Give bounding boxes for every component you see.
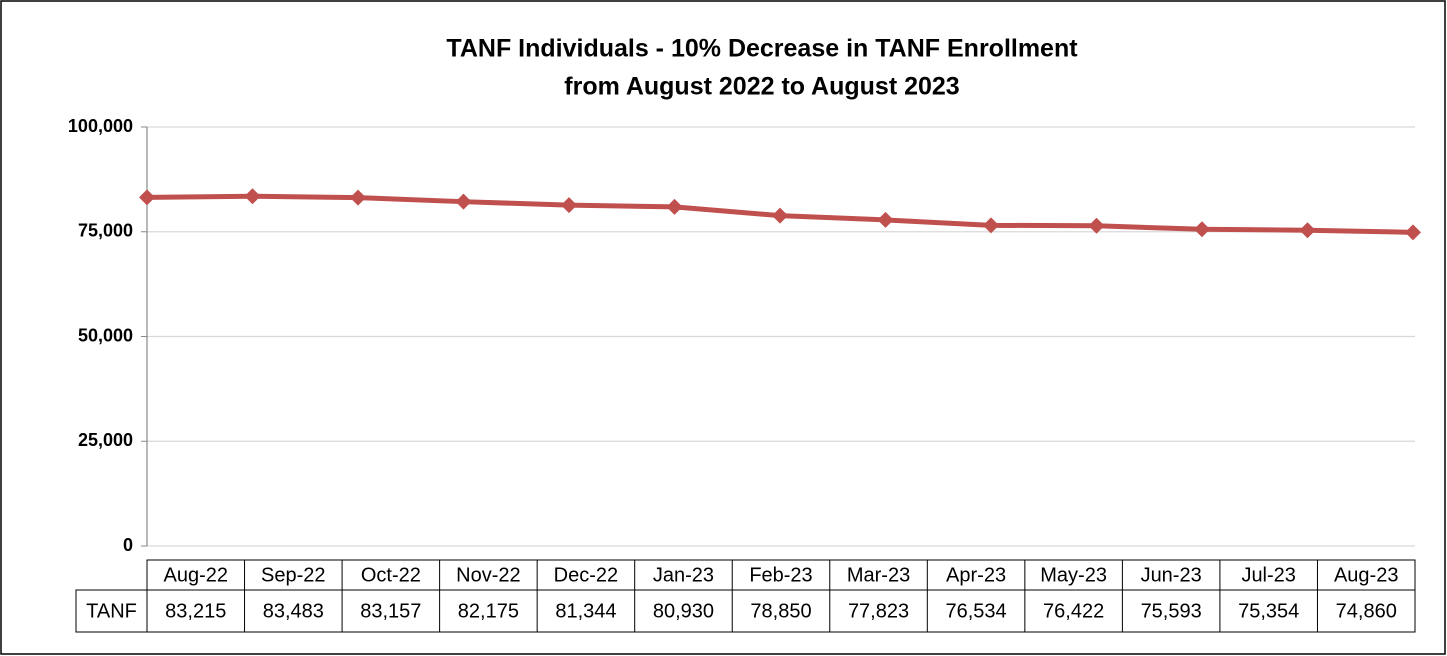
data-label: 75,593 [1141, 600, 1202, 622]
y-tick-label: 100,000 [68, 116, 133, 136]
x-tick-label: Apr-23 [946, 564, 1006, 586]
data-label: 80,930 [653, 600, 714, 622]
marker [455, 193, 472, 210]
marker [1088, 217, 1105, 234]
data-label: 76,422 [1043, 600, 1104, 622]
y-tick-label: 75,000 [78, 221, 133, 241]
data-label: 83,157 [360, 600, 421, 622]
marker [666, 198, 683, 215]
marker [772, 207, 788, 224]
x-tick-label: May-23 [1040, 564, 1107, 586]
marker [877, 211, 894, 228]
x-tick-label: Dec-22 [554, 564, 618, 586]
y-tick-label: 0 [123, 535, 133, 555]
data-label: 83,483 [263, 600, 324, 622]
marker [244, 188, 261, 205]
x-tick-label: Oct-22 [361, 564, 421, 586]
data-label: 75,354 [1238, 600, 1299, 622]
x-tick-label: Nov-22 [456, 564, 520, 586]
chart-title: from August 2022 to August 2023 [564, 73, 959, 101]
data-label: 83,215 [165, 600, 226, 622]
marker [1299, 222, 1316, 239]
x-tick-label: Aug-23 [1334, 564, 1399, 586]
table-border [75, 589, 148, 633]
marker [561, 197, 577, 214]
marker [1405, 224, 1421, 241]
data-label: 77,823 [848, 600, 909, 622]
x-tick-label: Feb-23 [749, 564, 812, 586]
data-label: 81,344 [555, 600, 616, 622]
marker [139, 189, 155, 206]
marker [983, 217, 999, 234]
marker [350, 189, 366, 206]
x-tick-label: Aug-22 [164, 564, 229, 586]
x-tick-label: Jan-23 [653, 564, 714, 586]
x-tick-label: Jun-23 [1141, 564, 1202, 586]
marker [1194, 221, 1210, 238]
data-label: 78,850 [750, 600, 811, 622]
data-label: 74,860 [1336, 600, 1397, 622]
x-tick-label: Sep-22 [261, 564, 326, 586]
x-tick-label: Jul-23 [1241, 564, 1295, 586]
data-label: 76,534 [945, 600, 1006, 622]
x-tick-label: Mar-23 [847, 564, 910, 586]
chart-title: TANF Individuals - 10% Decrease in TANF … [446, 35, 1078, 63]
data-label: 82,175 [458, 600, 519, 622]
legend-label: TANF [86, 600, 137, 622]
y-tick-label: 50,000 [78, 325, 133, 345]
y-tick-label: 25,000 [78, 430, 133, 450]
